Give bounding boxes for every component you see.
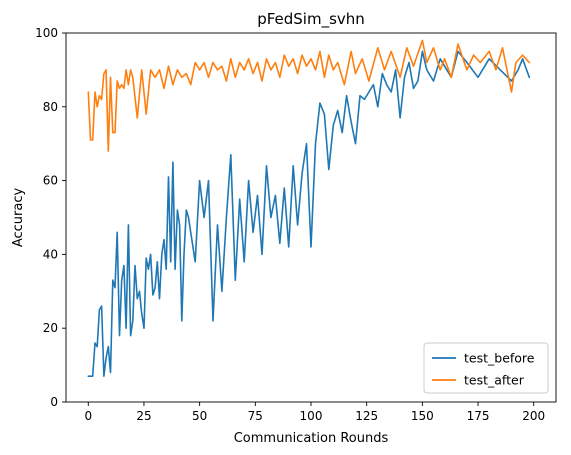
y-tick-label: 0 (50, 395, 58, 409)
x-tick-label: 0 (84, 409, 92, 423)
x-tick-label: 75 (248, 409, 263, 423)
legend-label-test-after: test_after (464, 373, 525, 388)
x-axis-ticks: 0 25 50 75 100 125 150 175 200 (84, 402, 545, 423)
y-tick-label: 80 (43, 100, 58, 114)
legend-label-test-before: test_before (464, 351, 535, 366)
y-tick-label: 60 (43, 174, 58, 188)
y-tick-label: 100 (35, 26, 58, 40)
x-tick-label: 150 (411, 409, 434, 423)
x-axis-label: Communication Rounds (234, 431, 389, 446)
plot-area (87, 39, 531, 378)
y-axis-ticks: 0 20 40 60 80 100 (35, 26, 66, 409)
y-tick-label: 40 (43, 247, 58, 261)
x-tick-label: 175 (467, 409, 490, 423)
x-tick-label: 50 (192, 409, 207, 423)
x-tick-label: 100 (300, 409, 323, 423)
x-tick-label: 200 (522, 409, 545, 423)
series-line-test-before (87, 50, 531, 378)
chart-title: pFedSim_svhn (257, 10, 365, 29)
x-tick-label: 125 (355, 409, 378, 423)
x-tick-label: 25 (136, 409, 151, 423)
y-tick-label: 20 (43, 321, 58, 335)
y-axis-label: Accuracy (11, 188, 26, 248)
legend: test_before test_after (423, 342, 549, 394)
series-line-test-after (87, 39, 531, 152)
